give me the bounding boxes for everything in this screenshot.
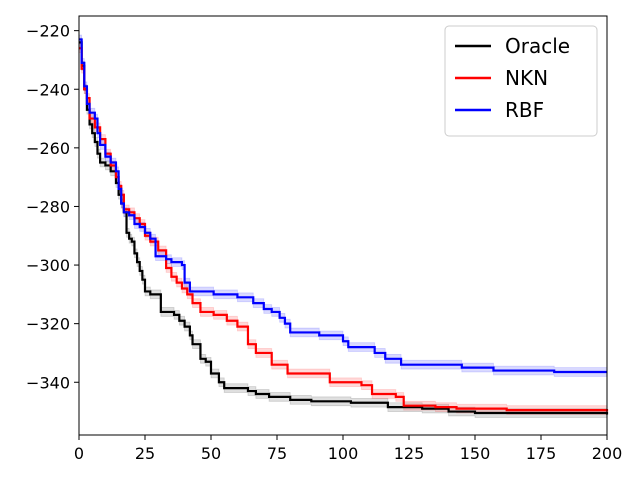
- x-tick-label: 50: [201, 444, 221, 463]
- x-axis-ticks: 0 25 50 75 100 125 150 175 200: [74, 435, 622, 463]
- legend: Oracle NKN RBF: [444, 25, 598, 137]
- x-tick-label: 0: [74, 444, 84, 463]
- x-tick-label: 125: [394, 444, 425, 463]
- x-tick-label: 25: [135, 444, 155, 463]
- y-tick-label: −260: [26, 139, 70, 158]
- x-tick-label: 200: [592, 444, 623, 463]
- y-tick-label: −300: [26, 256, 70, 275]
- y-axis-ticks: −220 −240 −260 −280 −300 −320 −340: [26, 22, 79, 392]
- legend-label-nkn: NKN: [505, 66, 548, 90]
- y-tick-label: −280: [26, 197, 70, 216]
- x-tick-label: 150: [460, 444, 491, 463]
- x-tick-label: 175: [526, 444, 557, 463]
- oracle-series-line: [79, 41, 609, 415]
- legend-label-oracle: Oracle: [505, 34, 570, 58]
- x-tick-label: 100: [328, 444, 359, 463]
- y-tick-label: −240: [26, 80, 70, 99]
- y-tick-label: −340: [26, 373, 70, 392]
- rbf-series-line: [79, 38, 607, 374]
- y-tick-label: −320: [26, 315, 70, 334]
- series-lines: [79, 38, 609, 415]
- legend-label-rbf: RBF: [505, 98, 544, 122]
- y-tick-label: −220: [26, 22, 70, 41]
- x-tick-label: 75: [267, 444, 287, 463]
- legend-box: [444, 25, 598, 137]
